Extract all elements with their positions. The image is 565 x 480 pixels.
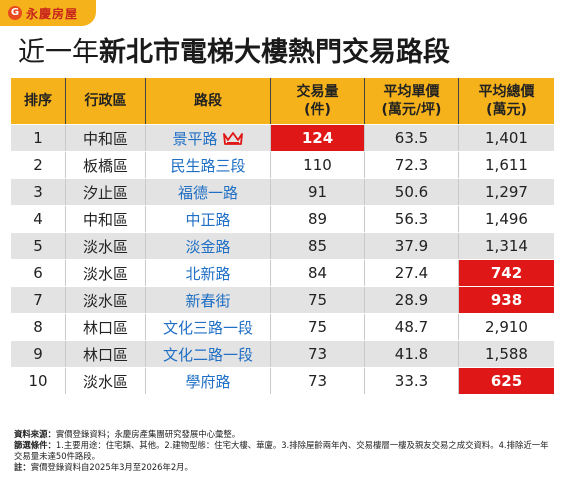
table-row: 10 淡水區 學府路 73 33.3 625	[11, 368, 554, 394]
table-header-row: 排序 行政區 路段 交易量 (件) 平均單價 (萬元/坪) 平均總價 (萬元)	[11, 78, 554, 124]
total-price-cell: 2,910	[459, 314, 554, 340]
road-cell: 北新路	[146, 260, 271, 286]
volume-cell: 91	[271, 179, 365, 205]
rank-cell: 3	[11, 179, 66, 205]
unit-price-cell: 41.8	[365, 341, 459, 367]
table-row: 1 中和區 景平路 124 63.5 1,401	[11, 125, 554, 151]
rank-cell: 6	[11, 260, 66, 286]
total-price-cell: 1,611	[459, 152, 554, 178]
volume-cell: 84	[271, 260, 365, 286]
source-note: 資料來源：實價登錄資料；永慶房產集團研究發展中心彙整。	[14, 429, 241, 439]
total-price-cell: 1,297	[459, 179, 554, 205]
volume-cell: 110	[271, 152, 365, 178]
total-price-cell: 742	[459, 260, 554, 286]
footnotes: 資料來源：實價登錄資料；永慶房產集團研究發展中心彙整。 篩選條件：1.主要用途：…	[14, 429, 554, 473]
road-cell: 新春街	[146, 287, 271, 313]
district-cell: 淡水區	[66, 260, 146, 286]
table-row: 8 林口區 文化三路一段 75 48.7 2,910	[11, 314, 554, 340]
road-cell: 學府路	[146, 368, 271, 394]
district-cell: 淡水區	[66, 233, 146, 259]
table-row: 3 汐止區 福德一路 91 50.6 1,297	[11, 179, 554, 205]
road-cell: 中正路	[146, 206, 271, 232]
rank-cell: 4	[11, 206, 66, 232]
total-price-cell: 938	[459, 287, 554, 313]
rank-cell: 8	[11, 314, 66, 340]
road-cell: 景平路	[146, 125, 271, 151]
road-cell: 民生路三段	[146, 152, 271, 178]
criteria-note: 篩選條件：1.主要用途：住宅類、其他。2.建物型態：住宅大樓、華廈。3.排除屋齡…	[14, 440, 549, 461]
unit-price-cell: 27.4	[365, 260, 459, 286]
ranking-table: 排序 行政區 路段 交易量 (件) 平均單價 (萬元/坪) 平均總價 (萬元) 1 中和區 景平路 1…	[11, 77, 554, 395]
header-total-price: 平均總價 (萬元)	[459, 78, 554, 124]
road-cell: 淡金路	[146, 233, 271, 259]
header-rank: 排序	[11, 78, 66, 124]
rank-cell: 10	[11, 368, 66, 394]
district-cell: 林口區	[66, 341, 146, 367]
rank-cell: 2	[11, 152, 66, 178]
table-row: 6 淡水區 北新路 84 27.4 742	[11, 260, 554, 286]
unit-price-cell: 63.5	[365, 125, 459, 151]
title-prefix: 近一年	[18, 37, 99, 68]
district-cell: 汐止區	[66, 179, 146, 205]
unit-price-cell: 56.3	[365, 206, 459, 232]
total-price-cell: 1,401	[459, 125, 554, 151]
district-cell: 林口區	[66, 314, 146, 340]
title-main: 新北市電梯大樓熱門交易路段	[99, 37, 450, 68]
total-price-cell: 1,314	[459, 233, 554, 259]
table-row: 5 淡水區 淡金路 85 37.9 1,314	[11, 233, 554, 259]
district-cell: 中和區	[66, 125, 146, 151]
table-body: 1 中和區 景平路 124 63.5 1,401 2 板橋區 民生路三段 110 72.3 1,611…	[11, 125, 554, 394]
table-row: 9 林口區 文化二路一段 73 41.8 1,588	[11, 341, 554, 367]
volume-cell: 75	[271, 314, 365, 340]
unit-price-cell: 48.7	[365, 314, 459, 340]
brand-name: 永慶房屋	[26, 6, 79, 21]
road-cell: 文化二路一段	[146, 341, 271, 367]
volume-cell: 73	[271, 341, 365, 367]
district-cell: 淡水區	[66, 368, 146, 394]
rank-cell: 5	[11, 233, 66, 259]
volume-cell: 73	[271, 368, 365, 394]
rank-cell: 7	[11, 287, 66, 313]
total-price-cell: 1,588	[459, 341, 554, 367]
header-road: 路段	[146, 78, 271, 124]
table-row: 4 中和區 中正路 89 56.3 1,496	[11, 206, 554, 232]
volume-cell: 89	[271, 206, 365, 232]
rank-cell: 9	[11, 341, 66, 367]
header-volume: 交易量 (件)	[271, 78, 365, 124]
rank-cell: 1	[11, 125, 66, 151]
road-cell: 文化三路一段	[146, 314, 271, 340]
crown-icon	[222, 131, 243, 145]
road-cell: 福德一路	[146, 179, 271, 205]
brand-badge: G 永慶房屋	[0, 0, 96, 26]
district-cell: 淡水區	[66, 287, 146, 313]
district-cell: 中和區	[66, 206, 146, 232]
unit-price-cell: 72.3	[365, 152, 459, 178]
table-row: 7 淡水區 新春街 75 28.9 938	[11, 287, 554, 313]
volume-cell: 124	[271, 125, 365, 151]
volume-cell: 85	[271, 233, 365, 259]
total-price-cell: 625	[459, 368, 554, 394]
unit-price-cell: 37.9	[365, 233, 459, 259]
volume-cell: 75	[271, 287, 365, 313]
page-title: 近一年新北市電梯大樓熱門交易路段	[18, 33, 548, 73]
unit-price-cell: 28.9	[365, 287, 459, 313]
unit-price-cell: 33.3	[365, 368, 459, 394]
header-district: 行政區	[66, 78, 146, 124]
brand-logo-icon: G	[8, 6, 22, 20]
unit-price-cell: 50.6	[365, 179, 459, 205]
table-row: 2 板橋區 民生路三段 110 72.3 1,611	[11, 152, 554, 178]
header-unit-price: 平均單價 (萬元/坪)	[365, 78, 459, 124]
date-note: 註：實價登錄資料自2025年3月至2026年2月。	[14, 462, 193, 472]
district-cell: 板橋區	[66, 152, 146, 178]
total-price-cell: 1,496	[459, 206, 554, 232]
